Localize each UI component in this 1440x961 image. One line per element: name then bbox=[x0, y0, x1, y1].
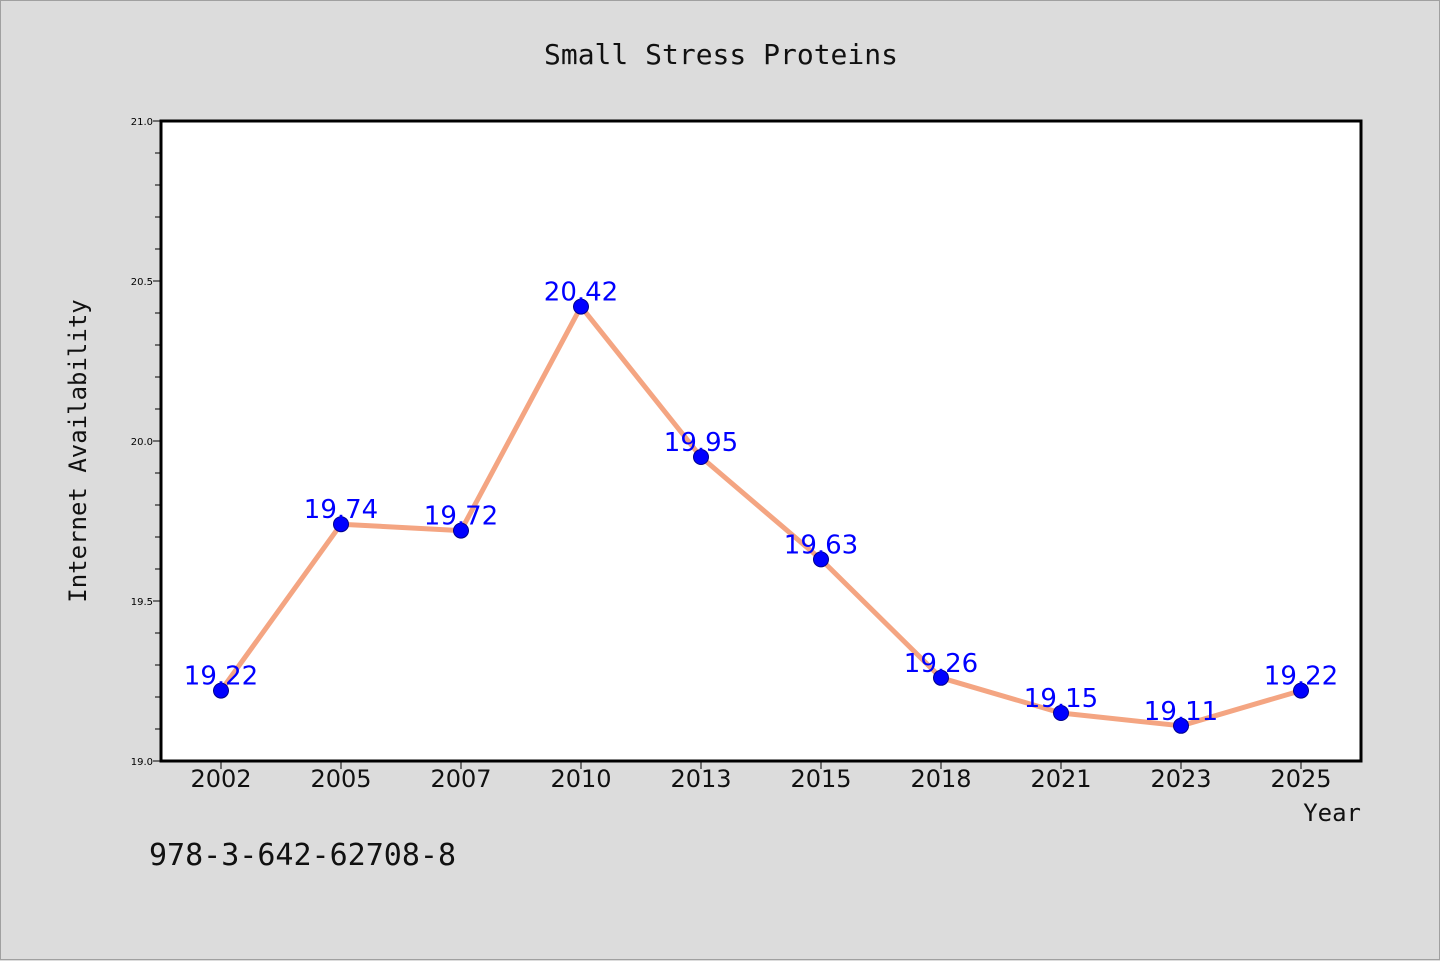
x-axis: 2002 2005 2007 2010 2013 2015 2018 2021 2023 2025 bbox=[190, 761, 1332, 793]
y-tick-label: 20.0 bbox=[131, 437, 153, 448]
chart-title: Small Stress Proteins bbox=[544, 38, 898, 71]
data-label: 19.15 bbox=[1024, 684, 1098, 714]
data-point-marker bbox=[213, 682, 229, 699]
x-tick-label: 2005 bbox=[310, 765, 371, 793]
y-tick-label: 20.5 bbox=[131, 277, 153, 288]
footer-isbn-text: 978-3-642-62708-8 bbox=[149, 838, 456, 873]
data-label: 19.22 bbox=[1264, 662, 1338, 692]
data-label: 19.72 bbox=[424, 502, 498, 532]
data-label: 19.11 bbox=[1144, 697, 1218, 727]
series-line-group: 19.22 19.74 19.72 20.42 19.95 19.63 19.26 19.15… bbox=[184, 278, 1338, 734]
data-point-marker bbox=[333, 516, 349, 533]
x-tick-label: 2002 bbox=[190, 765, 251, 793]
data-label: 19.74 bbox=[304, 495, 378, 525]
data-point-marker bbox=[1173, 717, 1189, 734]
data-point-marker bbox=[933, 669, 949, 686]
x-tick-label: 2021 bbox=[1030, 765, 1091, 793]
data-label: 19.26 bbox=[904, 649, 978, 679]
data-point-marker bbox=[1293, 682, 1309, 699]
x-tick-label: 2010 bbox=[550, 765, 611, 793]
data-point-marker bbox=[693, 449, 709, 465]
data-point-marker bbox=[573, 298, 589, 315]
data-point-marker bbox=[813, 551, 829, 568]
x-tick-label: 2013 bbox=[670, 765, 731, 793]
y-tick-label: 19.5 bbox=[131, 597, 153, 608]
x-tick-label: 2015 bbox=[790, 765, 851, 793]
x-tick-label: 2007 bbox=[430, 765, 491, 793]
y-tick-label: 21.0 bbox=[131, 117, 153, 128]
x-tick-label: 2025 bbox=[1270, 765, 1331, 793]
y-axis-label: Internet Availability bbox=[64, 299, 92, 602]
data-label: 20.42 bbox=[544, 278, 618, 308]
y-axis: 19.0 19.5 20.0 20.5 21.0 bbox=[131, 117, 161, 768]
x-axis-label: Year bbox=[1303, 799, 1361, 827]
data-label: 19.95 bbox=[664, 428, 738, 458]
data-label: 19.63 bbox=[784, 530, 858, 560]
x-tick-label: 2023 bbox=[1150, 765, 1211, 793]
data-label: 19.22 bbox=[184, 662, 258, 692]
data-point-marker bbox=[453, 522, 469, 539]
data-point-marker bbox=[1053, 705, 1069, 721]
x-tick-label: 2018 bbox=[910, 765, 971, 793]
plot-area bbox=[159, 119, 1363, 763]
y-tick-label: 19.0 bbox=[131, 757, 153, 768]
series-line bbox=[218, 304, 1304, 729]
